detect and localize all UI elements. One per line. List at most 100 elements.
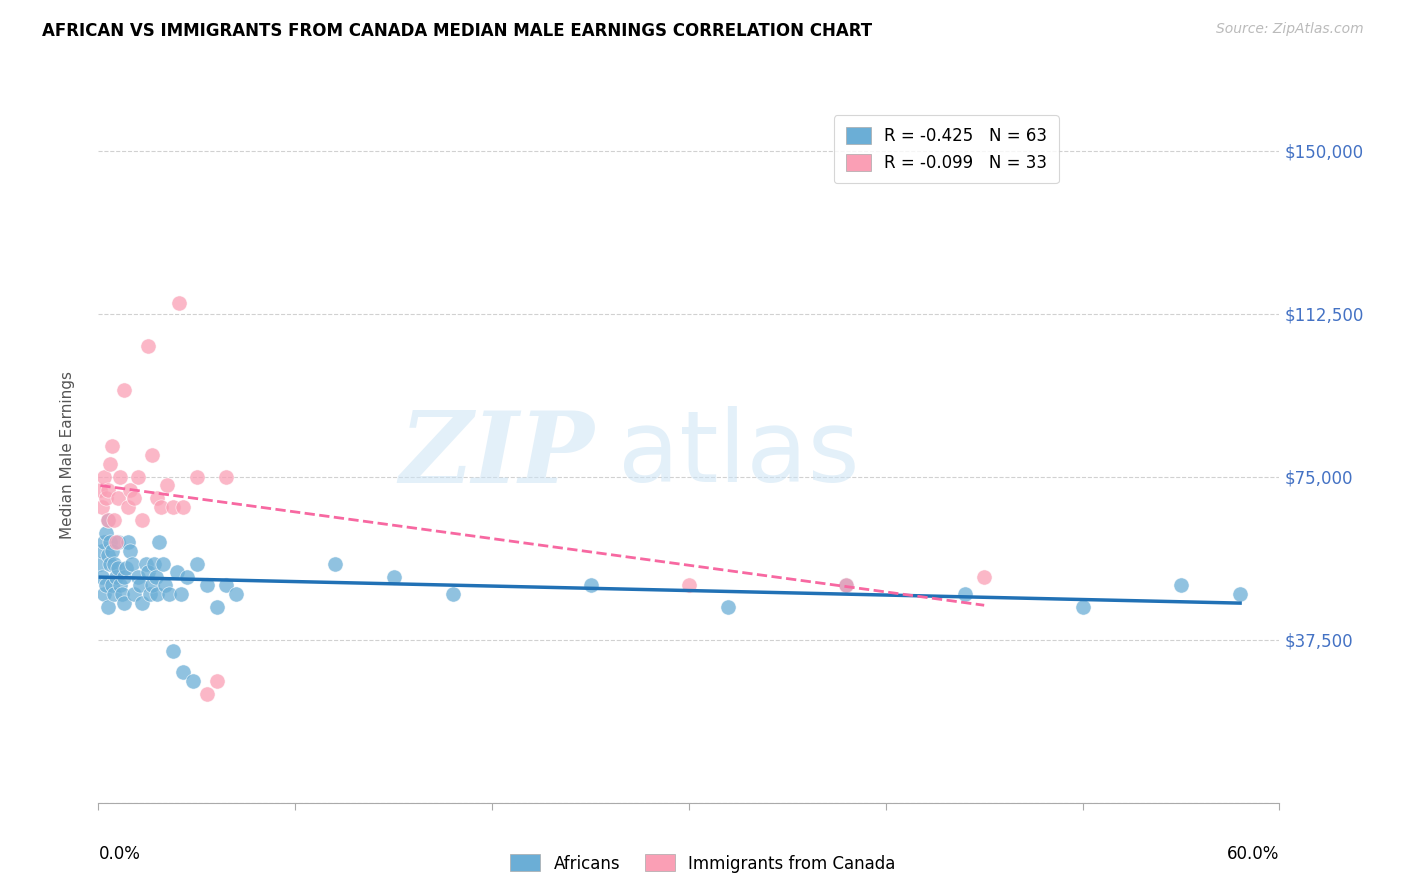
Point bbox=[127, 570, 149, 584]
Point bbox=[107, 535, 129, 549]
Point bbox=[157, 587, 180, 601]
Point bbox=[112, 596, 135, 610]
Point bbox=[101, 439, 124, 453]
Point bbox=[835, 578, 858, 592]
Point bbox=[97, 483, 120, 497]
Point bbox=[156, 478, 179, 492]
Point bbox=[678, 578, 700, 592]
Point bbox=[122, 587, 145, 601]
Text: Source: ZipAtlas.com: Source: ZipAtlas.com bbox=[1216, 22, 1364, 37]
Point bbox=[93, 469, 115, 483]
Point bbox=[579, 578, 602, 592]
Point bbox=[103, 513, 125, 527]
Point bbox=[145, 570, 167, 584]
Point bbox=[172, 665, 194, 680]
Point bbox=[138, 587, 160, 601]
Point bbox=[953, 587, 976, 601]
Point bbox=[93, 535, 115, 549]
Point bbox=[181, 674, 204, 689]
Point bbox=[128, 578, 150, 592]
Point bbox=[382, 570, 405, 584]
Text: 60.0%: 60.0% bbox=[1227, 845, 1279, 863]
Point bbox=[117, 535, 139, 549]
Point bbox=[107, 491, 129, 506]
Point bbox=[973, 570, 995, 584]
Text: 0.0%: 0.0% bbox=[98, 845, 141, 863]
Y-axis label: Median Male Earnings: Median Male Earnings bbox=[60, 371, 75, 539]
Point bbox=[118, 543, 141, 558]
Point bbox=[101, 578, 124, 592]
Point bbox=[135, 557, 157, 571]
Point bbox=[215, 578, 238, 592]
Point bbox=[112, 570, 135, 584]
Point bbox=[97, 513, 120, 527]
Point bbox=[166, 566, 188, 580]
Point bbox=[141, 448, 163, 462]
Point bbox=[146, 491, 169, 506]
Point bbox=[103, 587, 125, 601]
Point bbox=[323, 557, 346, 571]
Point bbox=[441, 587, 464, 601]
Legend: Africans, Immigrants from Canada: Africans, Immigrants from Canada bbox=[503, 847, 903, 880]
Point bbox=[131, 513, 153, 527]
Point bbox=[103, 557, 125, 571]
Point bbox=[162, 500, 184, 514]
Point bbox=[186, 557, 208, 571]
Point bbox=[131, 596, 153, 610]
Point bbox=[96, 578, 118, 592]
Point bbox=[1170, 578, 1192, 592]
Point bbox=[101, 543, 124, 558]
Point bbox=[98, 535, 121, 549]
Point bbox=[105, 535, 128, 549]
Point bbox=[717, 600, 740, 615]
Point bbox=[122, 491, 145, 506]
Point bbox=[118, 483, 141, 497]
Point bbox=[167, 295, 190, 310]
Point bbox=[112, 383, 135, 397]
Point bbox=[170, 587, 193, 601]
Point bbox=[150, 500, 173, 514]
Point bbox=[148, 535, 170, 549]
Point bbox=[172, 500, 194, 514]
Point bbox=[97, 600, 120, 615]
Point bbox=[98, 457, 121, 471]
Point bbox=[108, 578, 131, 592]
Point bbox=[1071, 600, 1094, 615]
Point bbox=[107, 561, 129, 575]
Point bbox=[108, 469, 131, 483]
Point bbox=[195, 687, 218, 701]
Text: ZIP: ZIP bbox=[399, 407, 595, 503]
Point bbox=[136, 339, 159, 353]
Point bbox=[176, 570, 198, 584]
Point bbox=[152, 557, 174, 571]
Point bbox=[146, 587, 169, 601]
Point bbox=[136, 566, 159, 580]
Point bbox=[111, 587, 134, 601]
Point bbox=[142, 557, 165, 571]
Point bbox=[121, 557, 143, 571]
Point bbox=[115, 561, 138, 575]
Text: AFRICAN VS IMMIGRANTS FROM CANADA MEDIAN MALE EARNINGS CORRELATION CHART: AFRICAN VS IMMIGRANTS FROM CANADA MEDIAN… bbox=[42, 22, 872, 40]
Point bbox=[127, 469, 149, 483]
Point bbox=[93, 587, 115, 601]
Point bbox=[1229, 587, 1251, 601]
Point bbox=[155, 578, 177, 592]
Point bbox=[105, 570, 128, 584]
Point bbox=[162, 643, 184, 657]
Point bbox=[89, 557, 111, 571]
Point bbox=[141, 578, 163, 592]
Point bbox=[89, 483, 111, 497]
Point bbox=[205, 674, 228, 689]
Point bbox=[186, 469, 208, 483]
Point bbox=[97, 548, 120, 562]
Point bbox=[97, 513, 120, 527]
Point bbox=[98, 557, 121, 571]
Point bbox=[835, 578, 858, 592]
Point bbox=[91, 543, 114, 558]
Point bbox=[96, 526, 118, 541]
Point bbox=[195, 578, 218, 592]
Point bbox=[91, 570, 114, 584]
Text: atlas: atlas bbox=[619, 407, 859, 503]
Point bbox=[96, 491, 118, 506]
Legend: R = -0.425   N = 63, R = -0.099   N = 33: R = -0.425 N = 63, R = -0.099 N = 33 bbox=[834, 115, 1059, 184]
